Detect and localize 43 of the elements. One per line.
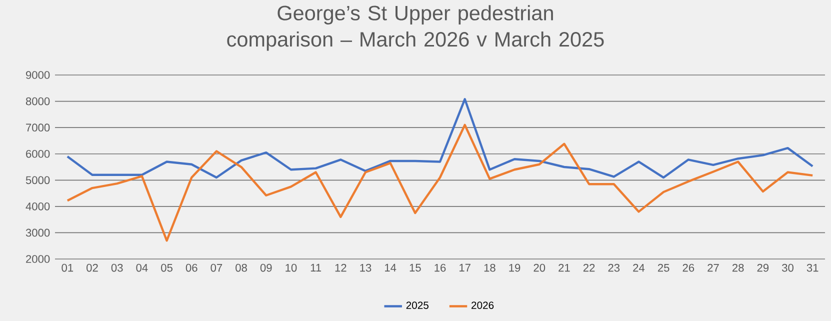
x-tick-label: 03 bbox=[111, 264, 123, 272]
x-tick-label: 04 bbox=[136, 264, 148, 272]
y-tick-label: 5000 bbox=[26, 176, 50, 184]
y-tick-label: 2000 bbox=[26, 255, 50, 263]
x-tick-label: 30 bbox=[782, 264, 794, 272]
line-series bbox=[66, 124, 814, 242]
x-tick-label: 19 bbox=[509, 264, 520, 272]
y-tick-label: 9000 bbox=[26, 71, 50, 79]
x-tick-label: 29 bbox=[757, 264, 769, 272]
x-tick-label: 16 bbox=[434, 264, 446, 272]
x-tick-label: 28 bbox=[732, 264, 744, 272]
y-tick-label: 7000 bbox=[26, 124, 50, 132]
x-tick-label: 21 bbox=[558, 264, 570, 272]
y-tick-label: 3000 bbox=[26, 228, 50, 237]
x-tick-label: 25 bbox=[658, 264, 670, 272]
x-tick-label: 07 bbox=[210, 264, 222, 272]
x-tick-label: 20 bbox=[534, 264, 546, 272]
x-tick-label: 12 bbox=[335, 264, 346, 272]
legend-label: 2026 bbox=[472, 302, 494, 309]
x-tick-label: 08 bbox=[236, 264, 247, 272]
x-tick-label: 27 bbox=[708, 264, 719, 272]
x-tick-label: 01 bbox=[62, 264, 74, 272]
x-tick-label: 26 bbox=[682, 264, 694, 272]
chart-title: George’s St Upper pedestrian comparison – March 2026 v March 2025 bbox=[227, 5, 604, 51]
x-tick-label: 22 bbox=[583, 264, 595, 272]
y-tick-label: 8000 bbox=[26, 97, 50, 106]
x-tick-label: 18 bbox=[484, 264, 496, 272]
x-tick-label: 15 bbox=[410, 264, 421, 272]
legend-label: 2025 bbox=[406, 302, 428, 309]
x-tick-label: 14 bbox=[385, 264, 396, 272]
x-tick-label: 10 bbox=[286, 264, 297, 272]
y-tick-label: 4000 bbox=[26, 202, 50, 210]
x-tick-label: 11 bbox=[310, 264, 322, 272]
x-tick-label: 13 bbox=[360, 264, 372, 272]
x-tick-label: 17 bbox=[460, 264, 470, 272]
y-tick-label: 6000 bbox=[26, 150, 50, 158]
x-tick-label: 31 bbox=[806, 264, 818, 272]
x-tick-label: 24 bbox=[633, 264, 645, 272]
x-tick-label: 06 bbox=[186, 264, 198, 272]
x-tick-label: 23 bbox=[608, 264, 620, 272]
x-tick-label: 05 bbox=[161, 264, 172, 272]
x-tick-label: 09 bbox=[260, 264, 272, 272]
x-tick-label: 02 bbox=[86, 264, 98, 272]
